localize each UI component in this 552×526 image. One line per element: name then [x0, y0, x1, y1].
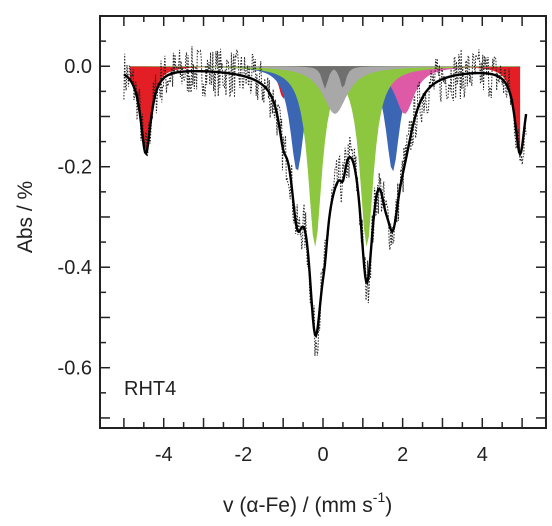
fit-curve-layer: [123, 69, 528, 339]
x-axis-label: v (α-Fe) / (mm s-1): [223, 489, 392, 517]
x-tick-label: -4: [155, 444, 173, 466]
subspectra-layer: [129, 66, 521, 248]
y-tick-label: -0.4: [58, 257, 92, 279]
axis-ticks: -4 -2 0 2 4 0.0 -0.2 -0.4 -0.6: [58, 15, 546, 466]
y-axis-label: Abs / %: [14, 181, 37, 253]
y-tick-label: -0.6: [58, 358, 92, 380]
x-tick-label: -2: [234, 444, 252, 466]
experimental-data-trace: [123, 46, 527, 356]
x-tick-label: 2: [397, 444, 408, 466]
subspectrum-4-line-0: [129, 66, 521, 114]
x-axis-label-main: v (α-Fe) / (mm s: [223, 494, 373, 517]
y-tick-label: 0.0: [64, 56, 92, 78]
subspectrum-3-line-0: [129, 66, 521, 248]
x-tick-label: 4: [477, 444, 488, 466]
y-tick-label: -0.2: [58, 157, 92, 179]
sample-label: RHT4: [124, 378, 176, 400]
fit-curve: [123, 69, 528, 339]
x-axis-label-close: ): [385, 494, 392, 517]
subspectrum-2-line-1: [129, 66, 521, 114]
x-tick-label: 0: [317, 444, 328, 466]
x-axis-label-superscript: -1: [373, 489, 386, 505]
experimental-data-layer: [123, 46, 527, 356]
subspectrum-5-line-0: [129, 66, 521, 89]
